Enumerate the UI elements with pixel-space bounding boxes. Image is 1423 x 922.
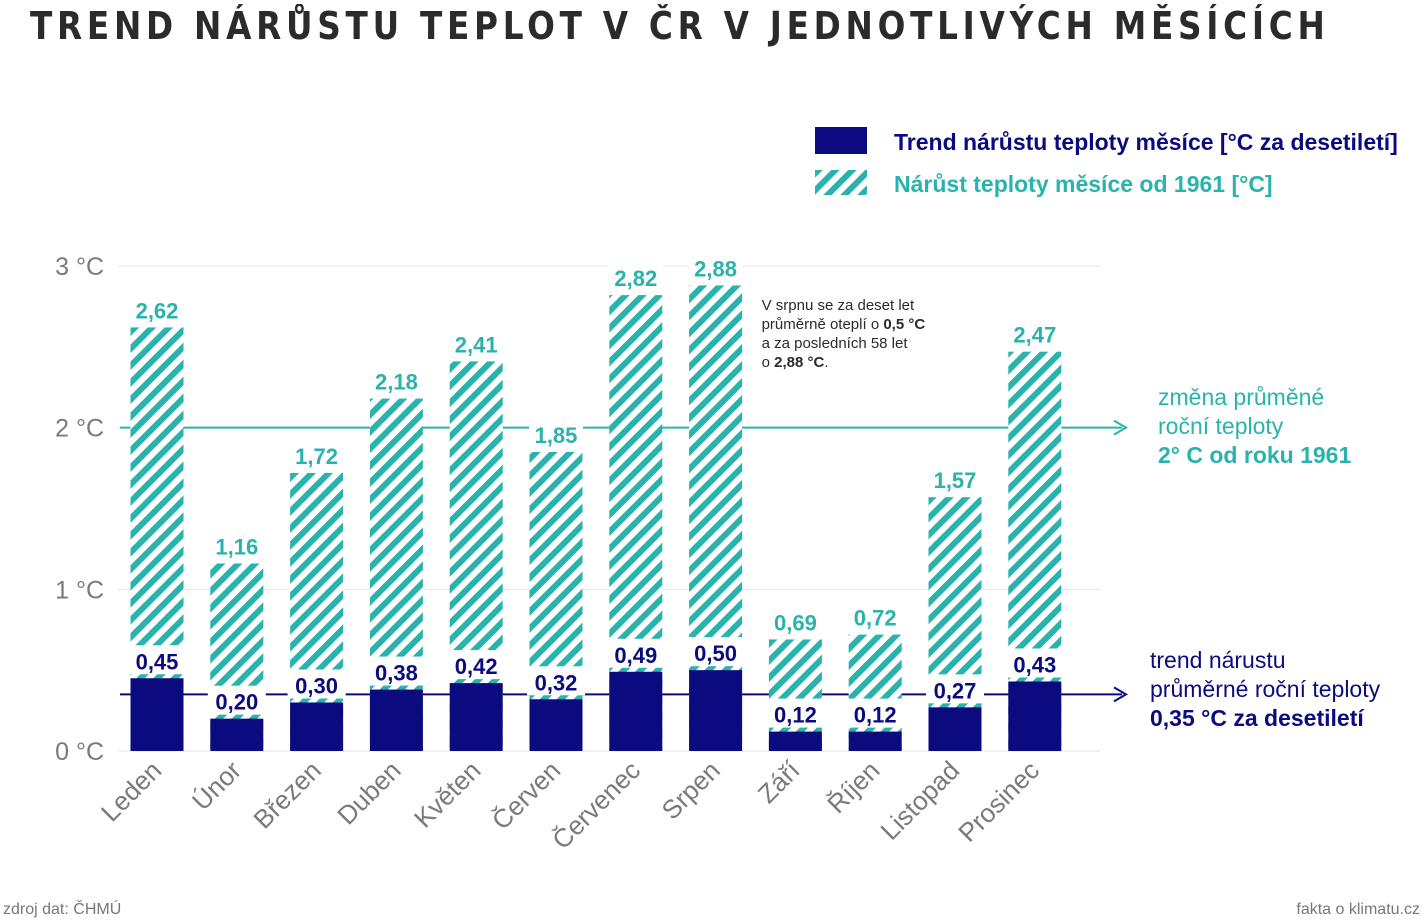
data-label-trend: 0,12 [774, 703, 817, 728]
bar-trend [848, 731, 902, 751]
x-tick-label: Srpen [656, 755, 726, 825]
bar-trend [529, 699, 583, 751]
data-label-trend: 0,42 [455, 654, 498, 679]
label-backing [688, 252, 743, 282]
x-tick-label: Prosinec [952, 755, 1045, 848]
y-tick-label: 3 °C [55, 253, 104, 281]
data-label-trend: 0,43 [1013, 652, 1056, 677]
x-tick-label: Říjen [821, 755, 885, 819]
label-backing [209, 530, 264, 560]
data-label-increase: 2,41 [455, 332, 498, 357]
data-label-trend: 0,38 [375, 661, 418, 686]
annotation-line: V srpnu se za deset let [762, 297, 915, 314]
label-backing [766, 698, 825, 728]
y-tick-label: 2 °C [55, 415, 104, 443]
reference-arrow-icon [1113, 419, 1128, 436]
label-backing [369, 365, 424, 395]
label-backing [606, 638, 665, 668]
x-tick-label: Květen [408, 755, 486, 833]
label-backing [128, 645, 186, 675]
data-label-increase: 0,69 [774, 610, 817, 635]
legend: Trend nárůstu teploty měsíce [°C za dese… [815, 127, 1398, 197]
label-backing [768, 606, 823, 636]
legend-swatch-trend [815, 127, 867, 154]
bar-trend [1008, 681, 1062, 751]
reference-line-label: 2° C od roku 1961 [1158, 442, 1351, 468]
label-backing [926, 674, 984, 704]
label-backing [608, 262, 663, 292]
annotation-line: průměrně oteplí o 0,5 °C [762, 316, 926, 333]
label-backing [529, 418, 583, 448]
reference-line-label: roční teploty [1158, 413, 1284, 439]
x-tick-label: Duben [331, 755, 406, 830]
x-tick-label: Listopad [875, 755, 966, 846]
label-backing [289, 439, 344, 469]
label-backing [287, 669, 346, 699]
label-backing [449, 328, 504, 358]
label-backing [846, 698, 905, 728]
y-tick-label: 1 °C [55, 576, 104, 604]
bar-trend [449, 683, 503, 751]
legend-label-increase: Nárůst teploty měsíce od 1961 [°C] [894, 171, 1273, 197]
label-backing [1007, 318, 1062, 348]
x-tick-label: Červenec [546, 755, 646, 855]
chart-title: TREND NÁRŮSTU TEPLOT V ČR V JEDNOTLIVÝCH… [30, 4, 1330, 48]
data-label-increase: 1,16 [215, 534, 258, 559]
data-label-increase: 2,47 [1013, 323, 1056, 348]
bar-trend [210, 718, 264, 751]
data-label-trend: 0,32 [535, 670, 578, 695]
label-backing [367, 656, 426, 686]
label-backing [928, 464, 982, 494]
label-backing [1005, 648, 1064, 678]
data-label-trend: 0,20 [215, 690, 258, 715]
bar-trend [689, 670, 743, 751]
reference-line-label: průměrné roční teploty [1150, 676, 1381, 702]
label-backing [527, 666, 585, 696]
annotation-line: o 2,88 °C. [762, 354, 829, 371]
reference-line-label: 0,35 °C za desetiletí [1150, 705, 1365, 731]
data-label-trend: 0,27 [934, 678, 977, 703]
label-backing [130, 294, 184, 324]
data-label-increase: 0,72 [854, 606, 897, 631]
data-label-increase: 1,72 [295, 444, 338, 469]
data-label-increase: 2,62 [136, 298, 179, 323]
legend-swatch-increase [815, 170, 867, 195]
label-backing [207, 685, 266, 715]
bar-trend [130, 678, 184, 751]
data-label-increase: 2,82 [614, 266, 657, 291]
bar-trend [290, 702, 344, 751]
data-label-trend: 0,50 [694, 641, 737, 666]
label-backing [686, 637, 745, 667]
label-backing [848, 601, 903, 631]
bars-layer [130, 285, 1062, 751]
data-label-trend: 0,49 [614, 643, 657, 668]
data-label-increase: 2,88 [694, 256, 737, 281]
x-tick-label: Únor [186, 755, 247, 816]
brand-logo-text: fakta o klimatu.cz [1296, 901, 1420, 918]
x-tick-label: Březen [247, 755, 326, 834]
data-label-increase: 1,57 [934, 468, 977, 493]
annotation-line: a za posledních 58 let [762, 335, 909, 352]
y-tick-label: 0 °C [55, 738, 104, 766]
temperature-bar-chart: 0 °C 1 °C 2 °C 3 °C změna průměné roční tepl… [55, 127, 1398, 855]
data-label-increase: 2,18 [375, 370, 418, 395]
x-tick-label: Září [752, 754, 806, 808]
x-tick-label: Leden [95, 755, 167, 827]
data-label-increase: 1,85 [535, 423, 578, 448]
reference-arrow-icon [1113, 686, 1128, 703]
bar-trend [369, 689, 423, 751]
label-backing [447, 650, 506, 680]
bar-trend [609, 671, 663, 751]
reference-line-label: trend nárustu [1150, 647, 1286, 673]
legend-label-trend: Trend nárůstu teploty měsíce [°C za dese… [894, 129, 1398, 155]
source-note: zdroj dat: ČHMÚ [3, 901, 122, 918]
reference-line-label: změna průměné [1158, 384, 1324, 410]
data-label-trend: 0,45 [136, 649, 179, 674]
data-label-trend: 0,12 [854, 703, 897, 728]
bar-trend [768, 731, 822, 751]
x-tick-label: Červen [486, 755, 566, 835]
bar-trend [928, 707, 982, 751]
data-label-trend: 0,30 [295, 674, 338, 699]
